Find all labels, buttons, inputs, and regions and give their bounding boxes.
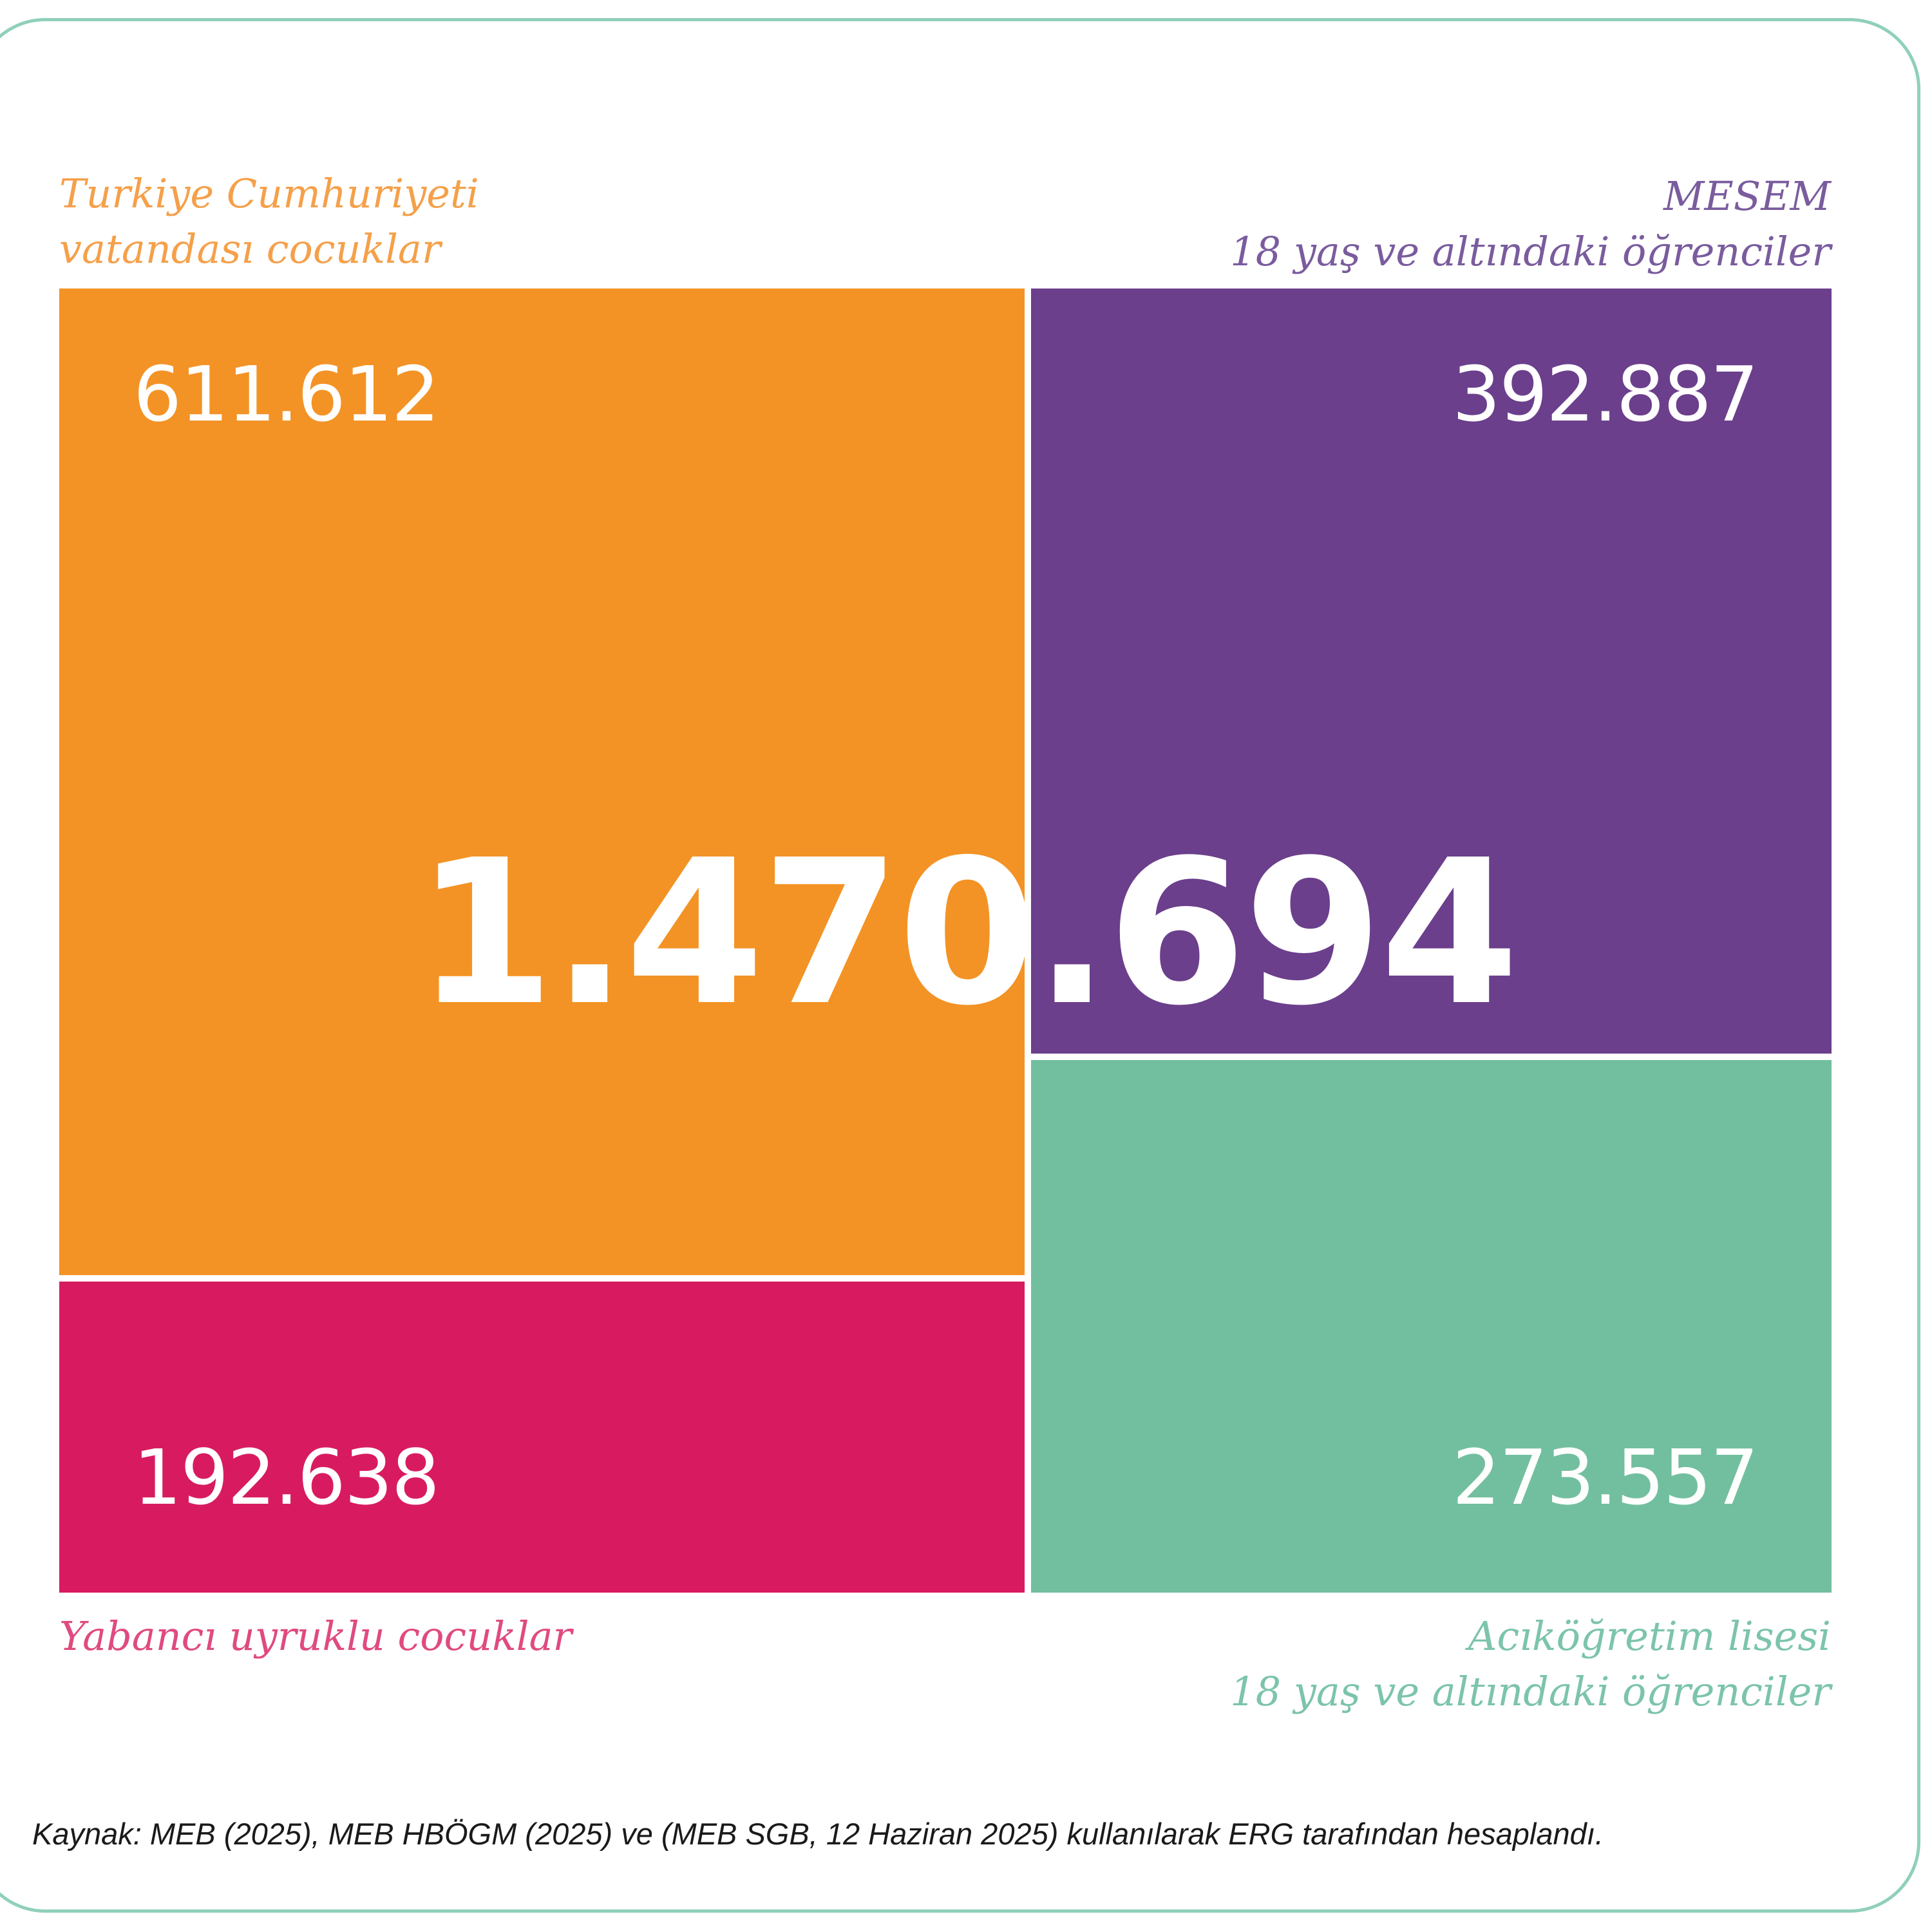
label-tr-citizen: Turkiye Cumhuriyeti vatandası cocuklar bbox=[59, 170, 479, 272]
tile-mesem: 392.887 bbox=[1031, 289, 1832, 1054]
value-tr-citizen: 611.612 bbox=[133, 350, 440, 439]
label-open-high-school: Acıköğretim lisesi 18 yaş ve altındaki ö… bbox=[1230, 1613, 1831, 1715]
total-value: 1.470.694 bbox=[415, 817, 1519, 1050]
tile-foreign: 192.638 bbox=[59, 1282, 1025, 1593]
label-foreign: Yabancı uyruklu cocuklar bbox=[59, 1613, 573, 1660]
label-mesem: MESEM 18 yaş ve altındaki öğrenciler bbox=[1230, 173, 1831, 275]
value-mesem: 392.887 bbox=[1452, 350, 1759, 439]
source-note: Kaynak: MEB (2025), MEB HBÖGM (2025) ve … bbox=[32, 1817, 1604, 1851]
tile-open-high-school: 273.557 bbox=[1031, 1059, 1832, 1593]
value-open-high-school: 273.557 bbox=[1452, 1432, 1759, 1522]
tile-tr-citizen: 611.612 bbox=[59, 289, 1025, 1276]
value-foreign: 192.638 bbox=[133, 1432, 440, 1522]
chart-frame bbox=[0, 18, 1920, 1913]
